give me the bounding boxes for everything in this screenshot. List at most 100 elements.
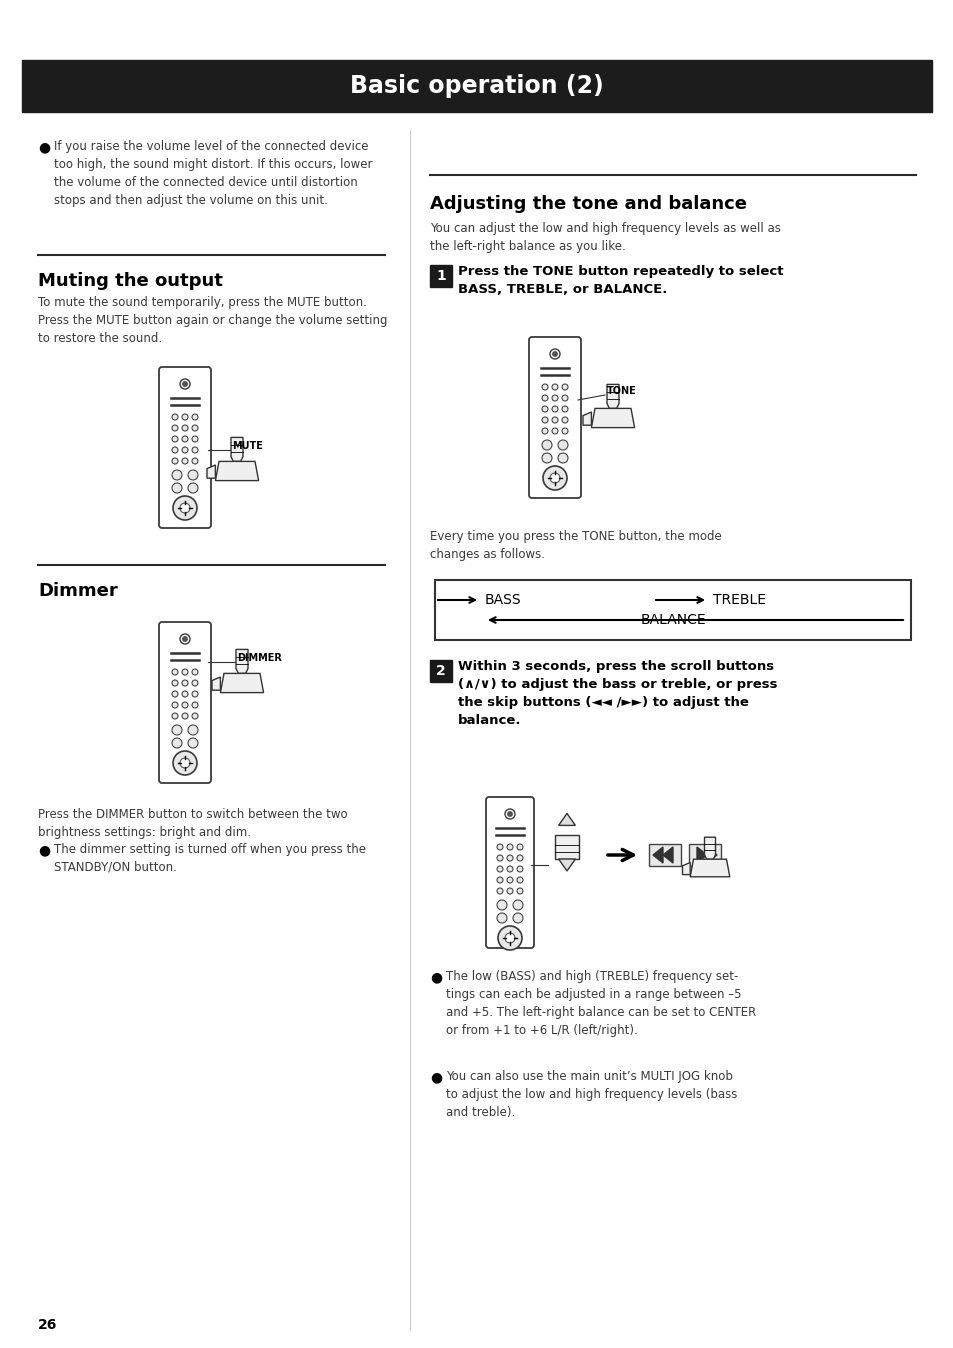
Circle shape <box>558 439 567 450</box>
Circle shape <box>497 888 502 894</box>
Circle shape <box>552 395 558 400</box>
Polygon shape <box>703 837 715 859</box>
Circle shape <box>552 417 558 423</box>
Text: Within 3 seconds, press the scroll buttons
(∧/∨) to adjust the bass or treble, o: Within 3 seconds, press the scroll butto… <box>457 661 777 727</box>
Text: BASS: BASS <box>484 593 521 607</box>
Bar <box>430 661 452 682</box>
Circle shape <box>188 483 198 493</box>
Polygon shape <box>697 847 706 863</box>
Circle shape <box>192 679 198 686</box>
Circle shape <box>552 406 558 412</box>
Text: ●: ● <box>430 971 441 984</box>
Circle shape <box>506 855 513 861</box>
Circle shape <box>192 669 198 675</box>
FancyBboxPatch shape <box>159 621 211 783</box>
Circle shape <box>180 634 190 644</box>
Text: TREBLE: TREBLE <box>712 593 765 607</box>
Text: ●: ● <box>38 842 51 857</box>
Circle shape <box>541 429 547 434</box>
Text: TONE: TONE <box>606 386 636 396</box>
Circle shape <box>172 692 178 697</box>
Polygon shape <box>689 859 729 876</box>
Circle shape <box>182 713 188 718</box>
Circle shape <box>541 395 547 400</box>
Circle shape <box>542 466 566 491</box>
Circle shape <box>172 458 178 464</box>
Text: Press the TONE button repeatedly to select
BASS, TREBLE, or BALANCE.: Press the TONE button repeatedly to sele… <box>457 266 782 297</box>
Circle shape <box>182 702 188 708</box>
Circle shape <box>552 352 557 356</box>
Text: The dimmer setting is turned off when you press the
STANDBY/ON button.: The dimmer setting is turned off when yo… <box>54 842 366 874</box>
Circle shape <box>541 417 547 423</box>
Circle shape <box>504 933 515 944</box>
Circle shape <box>517 888 522 894</box>
Circle shape <box>182 435 188 442</box>
Circle shape <box>188 725 198 735</box>
Circle shape <box>172 448 178 453</box>
Circle shape <box>192 425 198 431</box>
Text: 1: 1 <box>436 270 445 283</box>
Text: 26: 26 <box>38 1318 57 1332</box>
Circle shape <box>497 900 506 910</box>
Circle shape <box>552 429 558 434</box>
Circle shape <box>497 926 521 950</box>
Text: MUTE: MUTE <box>232 441 263 452</box>
Text: ●: ● <box>38 140 51 154</box>
Text: The low (BASS) and high (TREBLE) frequency set-
tings can each be adjusted in a : The low (BASS) and high (TREBLE) frequen… <box>446 971 756 1037</box>
Polygon shape <box>207 465 215 479</box>
FancyBboxPatch shape <box>159 367 211 528</box>
Polygon shape <box>555 834 578 859</box>
Circle shape <box>192 458 198 464</box>
Polygon shape <box>231 437 243 461</box>
Circle shape <box>172 425 178 431</box>
Circle shape <box>172 470 182 480</box>
Circle shape <box>188 470 198 480</box>
Circle shape <box>180 503 190 514</box>
Circle shape <box>497 913 506 923</box>
Text: You can adjust the low and high frequency levels as well as
the left-right balan: You can adjust the low and high frequenc… <box>430 222 781 253</box>
Text: Dimmer: Dimmer <box>38 582 117 600</box>
Text: ●: ● <box>430 1070 441 1084</box>
Circle shape <box>550 349 559 359</box>
Text: 2: 2 <box>436 665 445 678</box>
Circle shape <box>192 692 198 697</box>
Circle shape <box>506 878 513 883</box>
Circle shape <box>182 692 188 697</box>
FancyBboxPatch shape <box>529 337 580 497</box>
Circle shape <box>517 878 522 883</box>
Circle shape <box>561 429 567 434</box>
Circle shape <box>172 713 178 718</box>
Circle shape <box>172 435 178 442</box>
Polygon shape <box>606 384 618 408</box>
Polygon shape <box>558 813 575 825</box>
Circle shape <box>497 844 502 851</box>
Text: BALANCE: BALANCE <box>639 613 705 627</box>
Circle shape <box>188 737 198 748</box>
FancyBboxPatch shape <box>485 797 534 948</box>
Circle shape <box>172 414 178 421</box>
Circle shape <box>561 395 567 400</box>
Circle shape <box>172 702 178 708</box>
Polygon shape <box>591 408 634 427</box>
Circle shape <box>182 414 188 421</box>
Circle shape <box>182 448 188 453</box>
Polygon shape <box>220 674 263 693</box>
Circle shape <box>182 425 188 431</box>
Polygon shape <box>215 461 258 481</box>
Circle shape <box>541 453 552 462</box>
Circle shape <box>192 448 198 453</box>
Circle shape <box>192 414 198 421</box>
Circle shape <box>507 811 512 817</box>
Circle shape <box>561 384 567 390</box>
Circle shape <box>541 439 552 450</box>
Circle shape <box>541 384 547 390</box>
Text: DIMMER: DIMMER <box>236 652 281 663</box>
Text: Press the DIMMER button to switch between the two
brightness settings: bright an: Press the DIMMER button to switch betwee… <box>38 807 347 838</box>
Polygon shape <box>558 859 575 871</box>
Circle shape <box>172 669 178 675</box>
Bar <box>22 61 931 112</box>
Bar <box>648 844 680 865</box>
Circle shape <box>182 458 188 464</box>
Polygon shape <box>706 847 717 863</box>
Polygon shape <box>662 847 672 863</box>
